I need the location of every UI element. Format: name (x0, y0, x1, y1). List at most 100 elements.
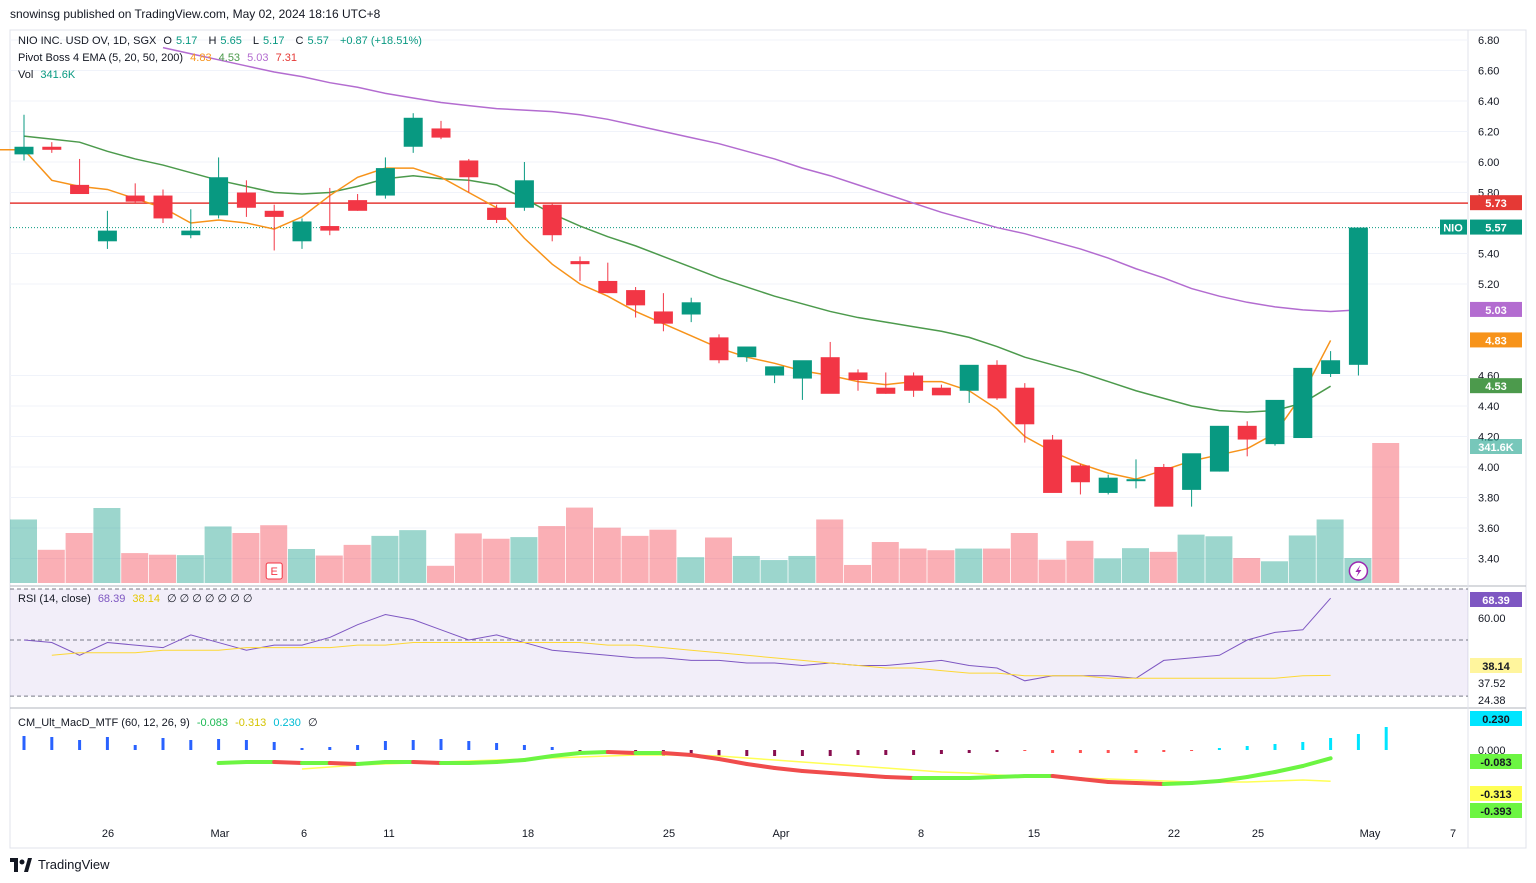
volume-bar (371, 535, 399, 583)
macd-histogram-bar (495, 743, 499, 750)
macd-signal-line (301, 754, 1331, 783)
candle-body (931, 387, 951, 396)
volume-bar (343, 544, 371, 583)
candle-body (1237, 425, 1257, 440)
volume-bar (566, 507, 593, 583)
volume-bar (1316, 519, 1344, 583)
volume-bar (1205, 536, 1233, 583)
volume-bar (871, 542, 899, 583)
macd-histogram-bar (272, 742, 276, 750)
volume-bar (288, 548, 315, 583)
macd-histogram-bar (912, 750, 916, 755)
macd-line-segment (1245, 770, 1277, 779)
candle-body (264, 210, 284, 217)
volume-bar (1010, 533, 1038, 583)
macd-line-segment (661, 751, 694, 757)
candle-body (848, 372, 868, 381)
candle-body (1154, 467, 1174, 507)
candle-body (1293, 367, 1313, 439)
macd-histogram-bar (50, 737, 54, 750)
symbol-name[interactable]: NIO INC. USD OV, 1D, SGX (18, 35, 157, 47)
macd-value-tag: -0.083 (1480, 757, 1511, 769)
earnings-marker (265, 562, 283, 580)
volume-bar (454, 533, 482, 583)
macd-hist-tag: 0.230 (1482, 714, 1510, 726)
macd-histogram-bar (189, 740, 193, 750)
macd-line-segment (355, 760, 388, 766)
candle-body (1182, 453, 1202, 490)
symbol-tag-bg (1440, 219, 1467, 235)
rsi-band (10, 589, 1468, 697)
candle-body (904, 375, 924, 391)
macd-histogram-bar (1217, 748, 1221, 750)
macd-line-segment (772, 766, 805, 773)
candle-body (431, 128, 451, 138)
candle-body (820, 357, 840, 394)
volume-bar (788, 555, 816, 583)
macd-signal-tag: -0.313 (1480, 789, 1511, 801)
macd-line-segment (605, 750, 638, 755)
chart-frame (9, 29, 1527, 849)
rsi-value-tag-bg (1470, 592, 1522, 607)
tradingview-logo-icon[interactable] (10, 857, 32, 872)
price-tick-label: 6.40 (1478, 96, 1499, 108)
macd-line-segment (828, 771, 860, 777)
candle-body (348, 200, 368, 211)
macd-histogram-bar (1023, 750, 1027, 751)
last-price-tag: 5.57 (1485, 223, 1506, 235)
volume-bar (482, 538, 510, 583)
volume-bar (621, 535, 649, 583)
volume-bar (204, 526, 232, 583)
date-tick-label: 11 (383, 828, 394, 840)
candle-body (709, 337, 729, 361)
volume-bar (593, 527, 621, 583)
volume-bar (37, 549, 65, 583)
earnings-marker-label: E (271, 566, 278, 578)
candle-body (1043, 439, 1063, 493)
macd-histogram-bar (828, 750, 832, 756)
macd-line-segment (1106, 780, 1138, 785)
volume-bar (927, 550, 955, 583)
ema-name[interactable]: Pivot Boss 4 EMA (5, 20, 50, 200) (18, 52, 184, 64)
ema50-line (162, 46, 1359, 313)
macd-histogram-bar (105, 737, 109, 750)
macd-histogram-bar (217, 739, 221, 750)
macd-histogram-bar (800, 750, 804, 756)
price-tick-label: 3.40 (1478, 554, 1499, 566)
macd-line-segment (883, 775, 916, 780)
vol-name[interactable]: Vol (18, 69, 34, 81)
macd-line-segment (717, 757, 749, 766)
date-tick-label: 7 (1450, 828, 1456, 840)
macd-line-segment (744, 762, 777, 770)
date-tick-label: 8 (918, 828, 924, 840)
macd-line-segment (689, 753, 721, 761)
macd-histogram-bar (1384, 727, 1388, 750)
volume-bar (677, 557, 705, 583)
macd-line-segment (522, 754, 555, 762)
candle-body (598, 280, 618, 294)
last-price-tag-bg (1470, 219, 1522, 235)
macd-histogram-bar (78, 740, 82, 750)
macd-histogram-bar (1078, 750, 1082, 753)
macd-line-segment (327, 761, 360, 766)
macd-histogram-bar (133, 745, 137, 750)
macd-line-segment (578, 750, 610, 755)
candle-body (1126, 479, 1146, 482)
footer-brand[interactable]: TradingView (38, 857, 110, 872)
candle-body (209, 177, 229, 216)
date-tick-label: Mar (211, 828, 230, 840)
candle-body (626, 290, 646, 306)
macd-histogram-bar (439, 739, 443, 750)
date-tick-label: 6 (301, 828, 307, 840)
macd-line-segment (856, 773, 888, 779)
candle-body (70, 184, 90, 195)
macd-histogram-bar (161, 738, 165, 750)
candle-body (292, 221, 312, 242)
rsi-name[interactable]: RSI (14, close) (18, 593, 91, 605)
macd-name[interactable]: CM_Ult_MacD_MTF (60, 12, 26, 9) (18, 717, 190, 729)
candle-body (1348, 227, 1368, 365)
candle-body (375, 168, 395, 196)
volume-bar (649, 529, 677, 583)
candle-body (514, 180, 534, 208)
